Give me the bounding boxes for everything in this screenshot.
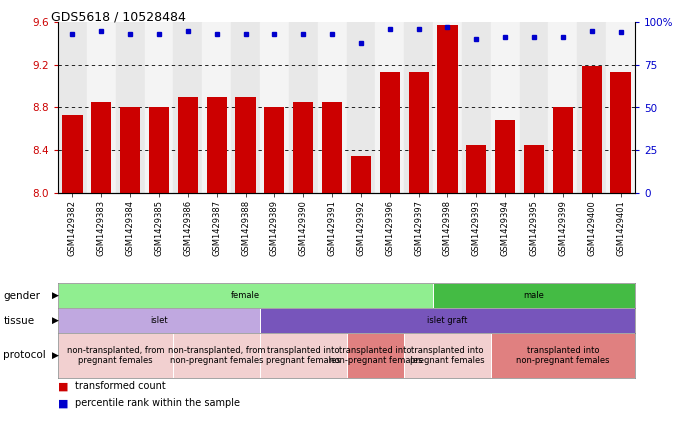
Text: islet graft: islet graft (427, 316, 468, 325)
Bar (293, 102, 313, 193)
Text: tissue: tissue (3, 316, 35, 326)
Text: ▶: ▶ (52, 351, 59, 360)
Bar (58, 308, 260, 333)
Text: GDS5618 / 10528484: GDS5618 / 10528484 (51, 10, 186, 23)
Bar (491, 22, 520, 193)
Bar (437, 25, 458, 193)
Bar (58, 283, 433, 308)
Bar (347, 22, 375, 193)
Bar (87, 22, 116, 193)
Bar (404, 22, 433, 193)
Text: non-transplanted, from
pregnant females: non-transplanted, from pregnant females (67, 346, 165, 365)
Bar (91, 102, 112, 193)
Bar (260, 333, 347, 378)
Text: ■: ■ (58, 381, 69, 391)
Bar (466, 145, 486, 193)
Bar (207, 97, 226, 193)
Bar (177, 97, 198, 193)
Bar (289, 22, 318, 193)
Bar (63, 115, 82, 193)
Text: ▶: ▶ (52, 316, 59, 325)
Bar (495, 120, 515, 193)
Bar (120, 107, 140, 193)
Text: transplanted into
pregnant females: transplanted into pregnant females (410, 346, 485, 365)
Bar (553, 107, 573, 193)
Bar (433, 283, 635, 308)
Text: female: female (231, 291, 260, 300)
Bar (524, 145, 544, 193)
Text: transplanted into
non-pregnant females: transplanted into non-pregnant females (328, 346, 422, 365)
Bar (202, 22, 231, 193)
Bar (265, 107, 284, 193)
Bar (404, 333, 491, 378)
Text: male: male (524, 291, 545, 300)
Bar (58, 333, 173, 378)
Bar (322, 102, 342, 193)
Bar (581, 66, 602, 193)
Bar (577, 22, 606, 193)
Text: non-transplanted, from
non-pregnant females: non-transplanted, from non-pregnant fema… (168, 346, 265, 365)
Bar (260, 308, 635, 333)
Text: ▶: ▶ (52, 291, 59, 300)
Bar (606, 22, 635, 193)
Text: gender: gender (3, 291, 40, 300)
Text: percentile rank within the sample: percentile rank within the sample (75, 398, 240, 408)
Text: transformed count: transformed count (75, 381, 166, 391)
Bar (235, 97, 256, 193)
Text: transplanted into
pregnant females: transplanted into pregnant females (266, 346, 341, 365)
Bar (260, 22, 289, 193)
Bar (462, 22, 491, 193)
Bar (611, 72, 630, 193)
Text: ■: ■ (58, 398, 69, 408)
Bar (149, 107, 169, 193)
Text: transplanted into
non-pregnant females: transplanted into non-pregnant females (516, 346, 610, 365)
Text: protocol: protocol (3, 351, 46, 360)
Bar (375, 22, 404, 193)
Bar (145, 22, 173, 193)
Bar (231, 22, 260, 193)
Bar (379, 72, 400, 193)
Bar (347, 333, 404, 378)
Bar (318, 22, 347, 193)
Bar (58, 22, 87, 193)
Bar (491, 333, 635, 378)
Bar (116, 22, 145, 193)
Bar (520, 22, 549, 193)
Bar (433, 22, 462, 193)
Text: islet: islet (150, 316, 168, 325)
Bar (173, 333, 260, 378)
Bar (409, 72, 428, 193)
Bar (173, 22, 202, 193)
Bar (351, 156, 371, 193)
Bar (549, 22, 577, 193)
